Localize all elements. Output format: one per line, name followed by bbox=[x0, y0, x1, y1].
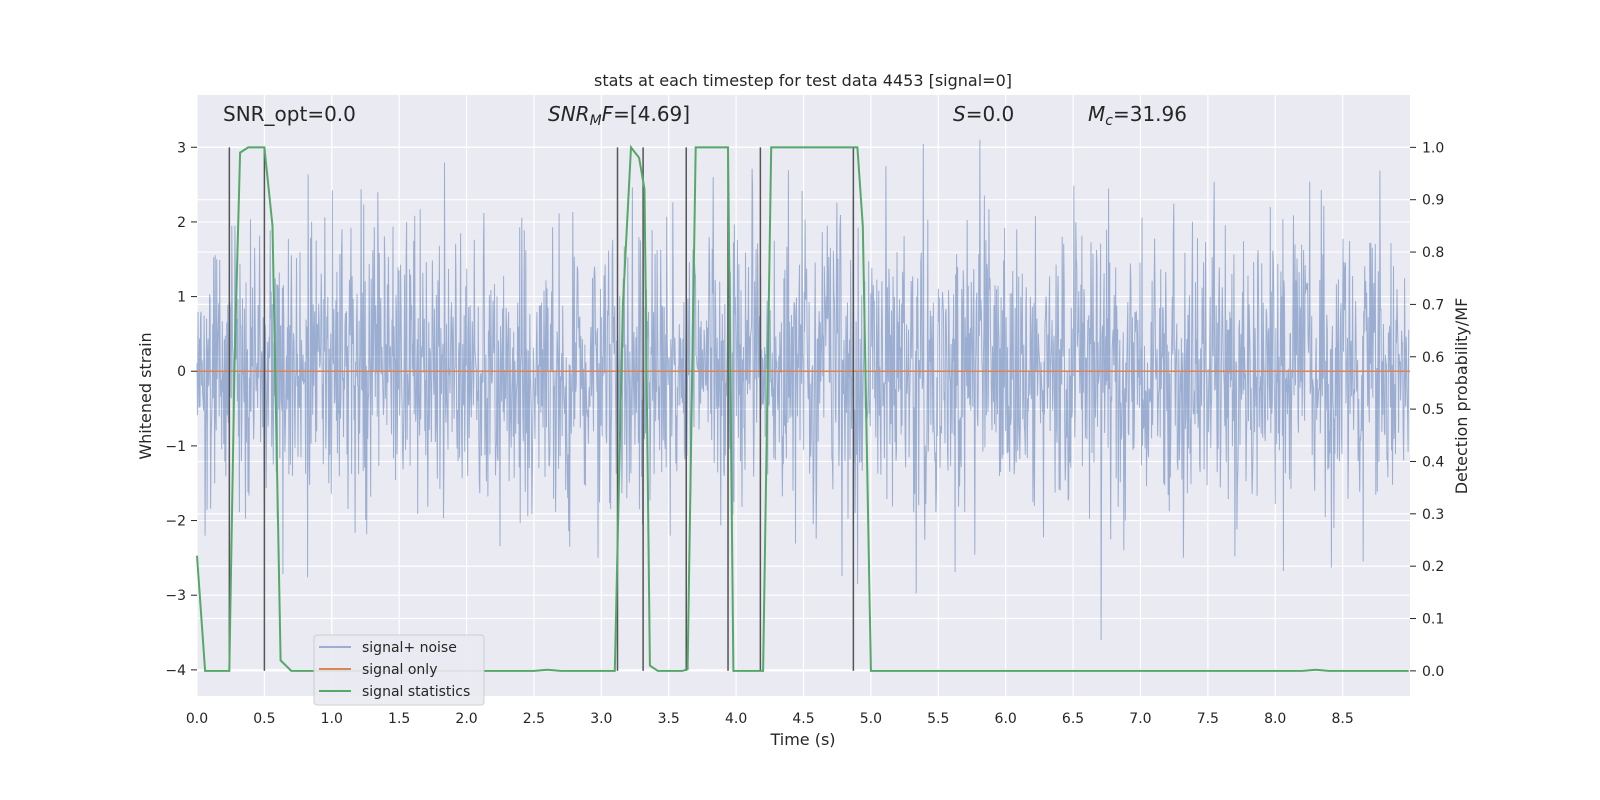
x-tick-label: 1.5 bbox=[388, 711, 410, 727]
y-left-tick-label: −4 bbox=[165, 663, 186, 679]
x-tick-label: 2.5 bbox=[523, 711, 545, 727]
y-left-tick-label: −1 bbox=[165, 439, 186, 455]
y-right-tick-label: 0.2 bbox=[1422, 559, 1444, 575]
x-tick-label: 4.5 bbox=[792, 711, 814, 727]
statistics-line bbox=[196, 144, 1409, 672]
annotation-snr-mf-sub: M bbox=[590, 113, 602, 129]
legend-label-stats: signal statistics bbox=[362, 684, 470, 700]
y-right-tick-label: 0.6 bbox=[1422, 350, 1444, 366]
x-tick-label: 3.5 bbox=[658, 711, 680, 727]
y-left-axis-ticks: 3 2 1 0 −1 −2 −3 −4 bbox=[165, 140, 197, 679]
x-tick-label: 6.5 bbox=[1062, 711, 1084, 727]
x-tick-label: 0.5 bbox=[253, 711, 275, 727]
y-right-tick-label: 1.0 bbox=[1422, 140, 1444, 156]
x-axis-title: Time (s) bbox=[769, 730, 835, 749]
x-tick-label: 7.5 bbox=[1197, 711, 1219, 727]
annotation-mc: Mc=31.96 bbox=[1088, 102, 1187, 129]
y-right-tick-label: 0.7 bbox=[1422, 297, 1444, 313]
x-tick-label: 5.0 bbox=[860, 711, 882, 727]
y-left-tick-label: 1 bbox=[177, 290, 186, 306]
legend: signal+ noise signal only signal statist… bbox=[313, 634, 485, 706]
legend-label-noise: signal+ noise bbox=[362, 640, 457, 656]
chart-title: stats at each timestep for test data 445… bbox=[594, 71, 1012, 90]
annotation-snr-mf-main: SNR bbox=[548, 102, 590, 126]
y-right-tick-label: 0.5 bbox=[1422, 402, 1444, 418]
x-tick-label: 5.5 bbox=[927, 711, 949, 727]
x-tick-label: 3.0 bbox=[590, 711, 612, 727]
y-right-tick-label: 0.3 bbox=[1422, 507, 1444, 523]
x-tick-label: 8.0 bbox=[1264, 711, 1286, 727]
x-tick-label: 1.0 bbox=[321, 711, 343, 727]
annotation-snr-mf-value: =[4.69] bbox=[613, 102, 690, 126]
annotation-s: S=0.0 bbox=[953, 102, 1014, 126]
legend-box bbox=[313, 634, 485, 706]
y-right-tick-label: 0.9 bbox=[1422, 193, 1444, 209]
x-tick-label: 0.0 bbox=[186, 711, 208, 727]
x-tick-label: 4.0 bbox=[725, 711, 747, 727]
y-left-tick-label: −2 bbox=[165, 514, 186, 530]
legend-label-signal: signal only bbox=[362, 662, 437, 678]
y-left-axis-title: Whitened strain bbox=[136, 332, 155, 459]
annotation-snr-mf-tail: F bbox=[602, 102, 614, 126]
noise-line bbox=[196, 139, 1410, 641]
x-axis-ticks: 0.0 0.5 1.0 1.5 2.0 2.5 3.0 3.5 4.0 4.5 5.0 5.5 6.0 6… bbox=[186, 711, 1354, 727]
annotation-mc-main: M bbox=[1088, 102, 1105, 126]
annotation-s-value: =0.0 bbox=[966, 102, 1015, 126]
y-right-tick-label: 0.1 bbox=[1422, 612, 1444, 628]
statistics-series bbox=[196, 144, 1409, 672]
annotation-s-symbol: S bbox=[953, 102, 966, 126]
noise-series bbox=[196, 139, 1410, 641]
annotation-mc-sub: c bbox=[1105, 113, 1113, 129]
y-right-tick-label: 0.4 bbox=[1422, 454, 1444, 470]
annotation-snr-opt: SNR_opt=0.0 bbox=[223, 102, 356, 126]
annotation-mc-value: =31.96 bbox=[1113, 102, 1187, 126]
y-left-tick-label: 3 bbox=[177, 140, 186, 156]
y-right-tick-label: 0.8 bbox=[1422, 245, 1444, 261]
y-right-axis-title: Detection probability/MF bbox=[1452, 298, 1471, 495]
y-right-axis-ticks: 1.0 0.9 0.8 0.7 0.6 0.5 0.4 0.3 0.2 0.1 0.0 bbox=[1410, 140, 1444, 680]
x-tick-label: 7.0 bbox=[1129, 711, 1151, 727]
x-tick-label: 6.0 bbox=[995, 711, 1017, 727]
y-left-tick-label: 2 bbox=[177, 215, 186, 231]
y-left-tick-label: 0 bbox=[177, 364, 186, 380]
x-tick-label: 2.0 bbox=[455, 711, 477, 727]
x-tick-label: 8.5 bbox=[1331, 711, 1353, 727]
annotation-snr-mf: SNRMF=[4.69] bbox=[548, 102, 690, 129]
y-left-tick-label: −3 bbox=[165, 588, 186, 604]
y-right-tick-label: 0.0 bbox=[1422, 664, 1444, 680]
